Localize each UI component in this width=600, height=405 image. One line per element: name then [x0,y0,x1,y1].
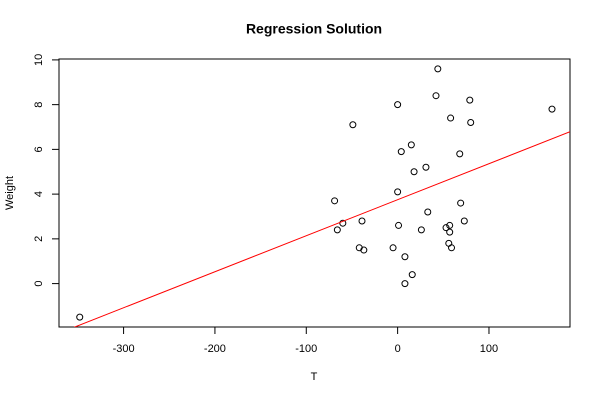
point [395,221,403,229]
point [417,226,425,234]
point [394,188,402,196]
point [358,217,366,225]
point [389,244,397,252]
point [408,271,416,279]
point [448,244,456,252]
chart-title: Regression Solution [246,21,382,37]
y-tick-label: 6 [33,146,45,152]
x-tick-label: -100 [295,343,317,355]
y-tick-label: 8 [33,102,45,108]
point [467,119,475,127]
point [432,92,440,100]
point [422,163,430,171]
y-tick-label: 0 [33,281,45,287]
plot-frame [58,58,571,328]
point [466,96,474,104]
y-axis-label: Weight [4,176,16,210]
point [424,208,432,216]
x-tick-label: 100 [480,343,498,355]
x-tick-label: -300 [113,343,135,355]
point [394,101,402,109]
point [349,121,357,129]
point [331,197,339,205]
point [460,217,468,225]
x-tick-label: -200 [204,343,226,355]
point [456,150,464,158]
point [401,280,409,288]
point [445,239,453,247]
point [339,219,347,227]
point [407,141,415,149]
point [333,226,341,234]
point [397,148,405,156]
point [447,114,455,122]
point [446,221,454,229]
point [76,313,84,321]
regression-line [73,131,570,327]
point [446,228,454,236]
point [434,65,442,73]
y-tick-label: 4 [33,191,45,197]
x-tick-label: 0 [395,343,401,355]
point [442,224,450,232]
y-tick-label: 2 [33,236,45,242]
x-axis-label: T [311,371,318,383]
y-tick-label: 10 [33,54,45,66]
point [401,253,409,261]
point [548,105,556,113]
point [457,199,465,207]
point [410,168,418,176]
point [360,246,368,254]
